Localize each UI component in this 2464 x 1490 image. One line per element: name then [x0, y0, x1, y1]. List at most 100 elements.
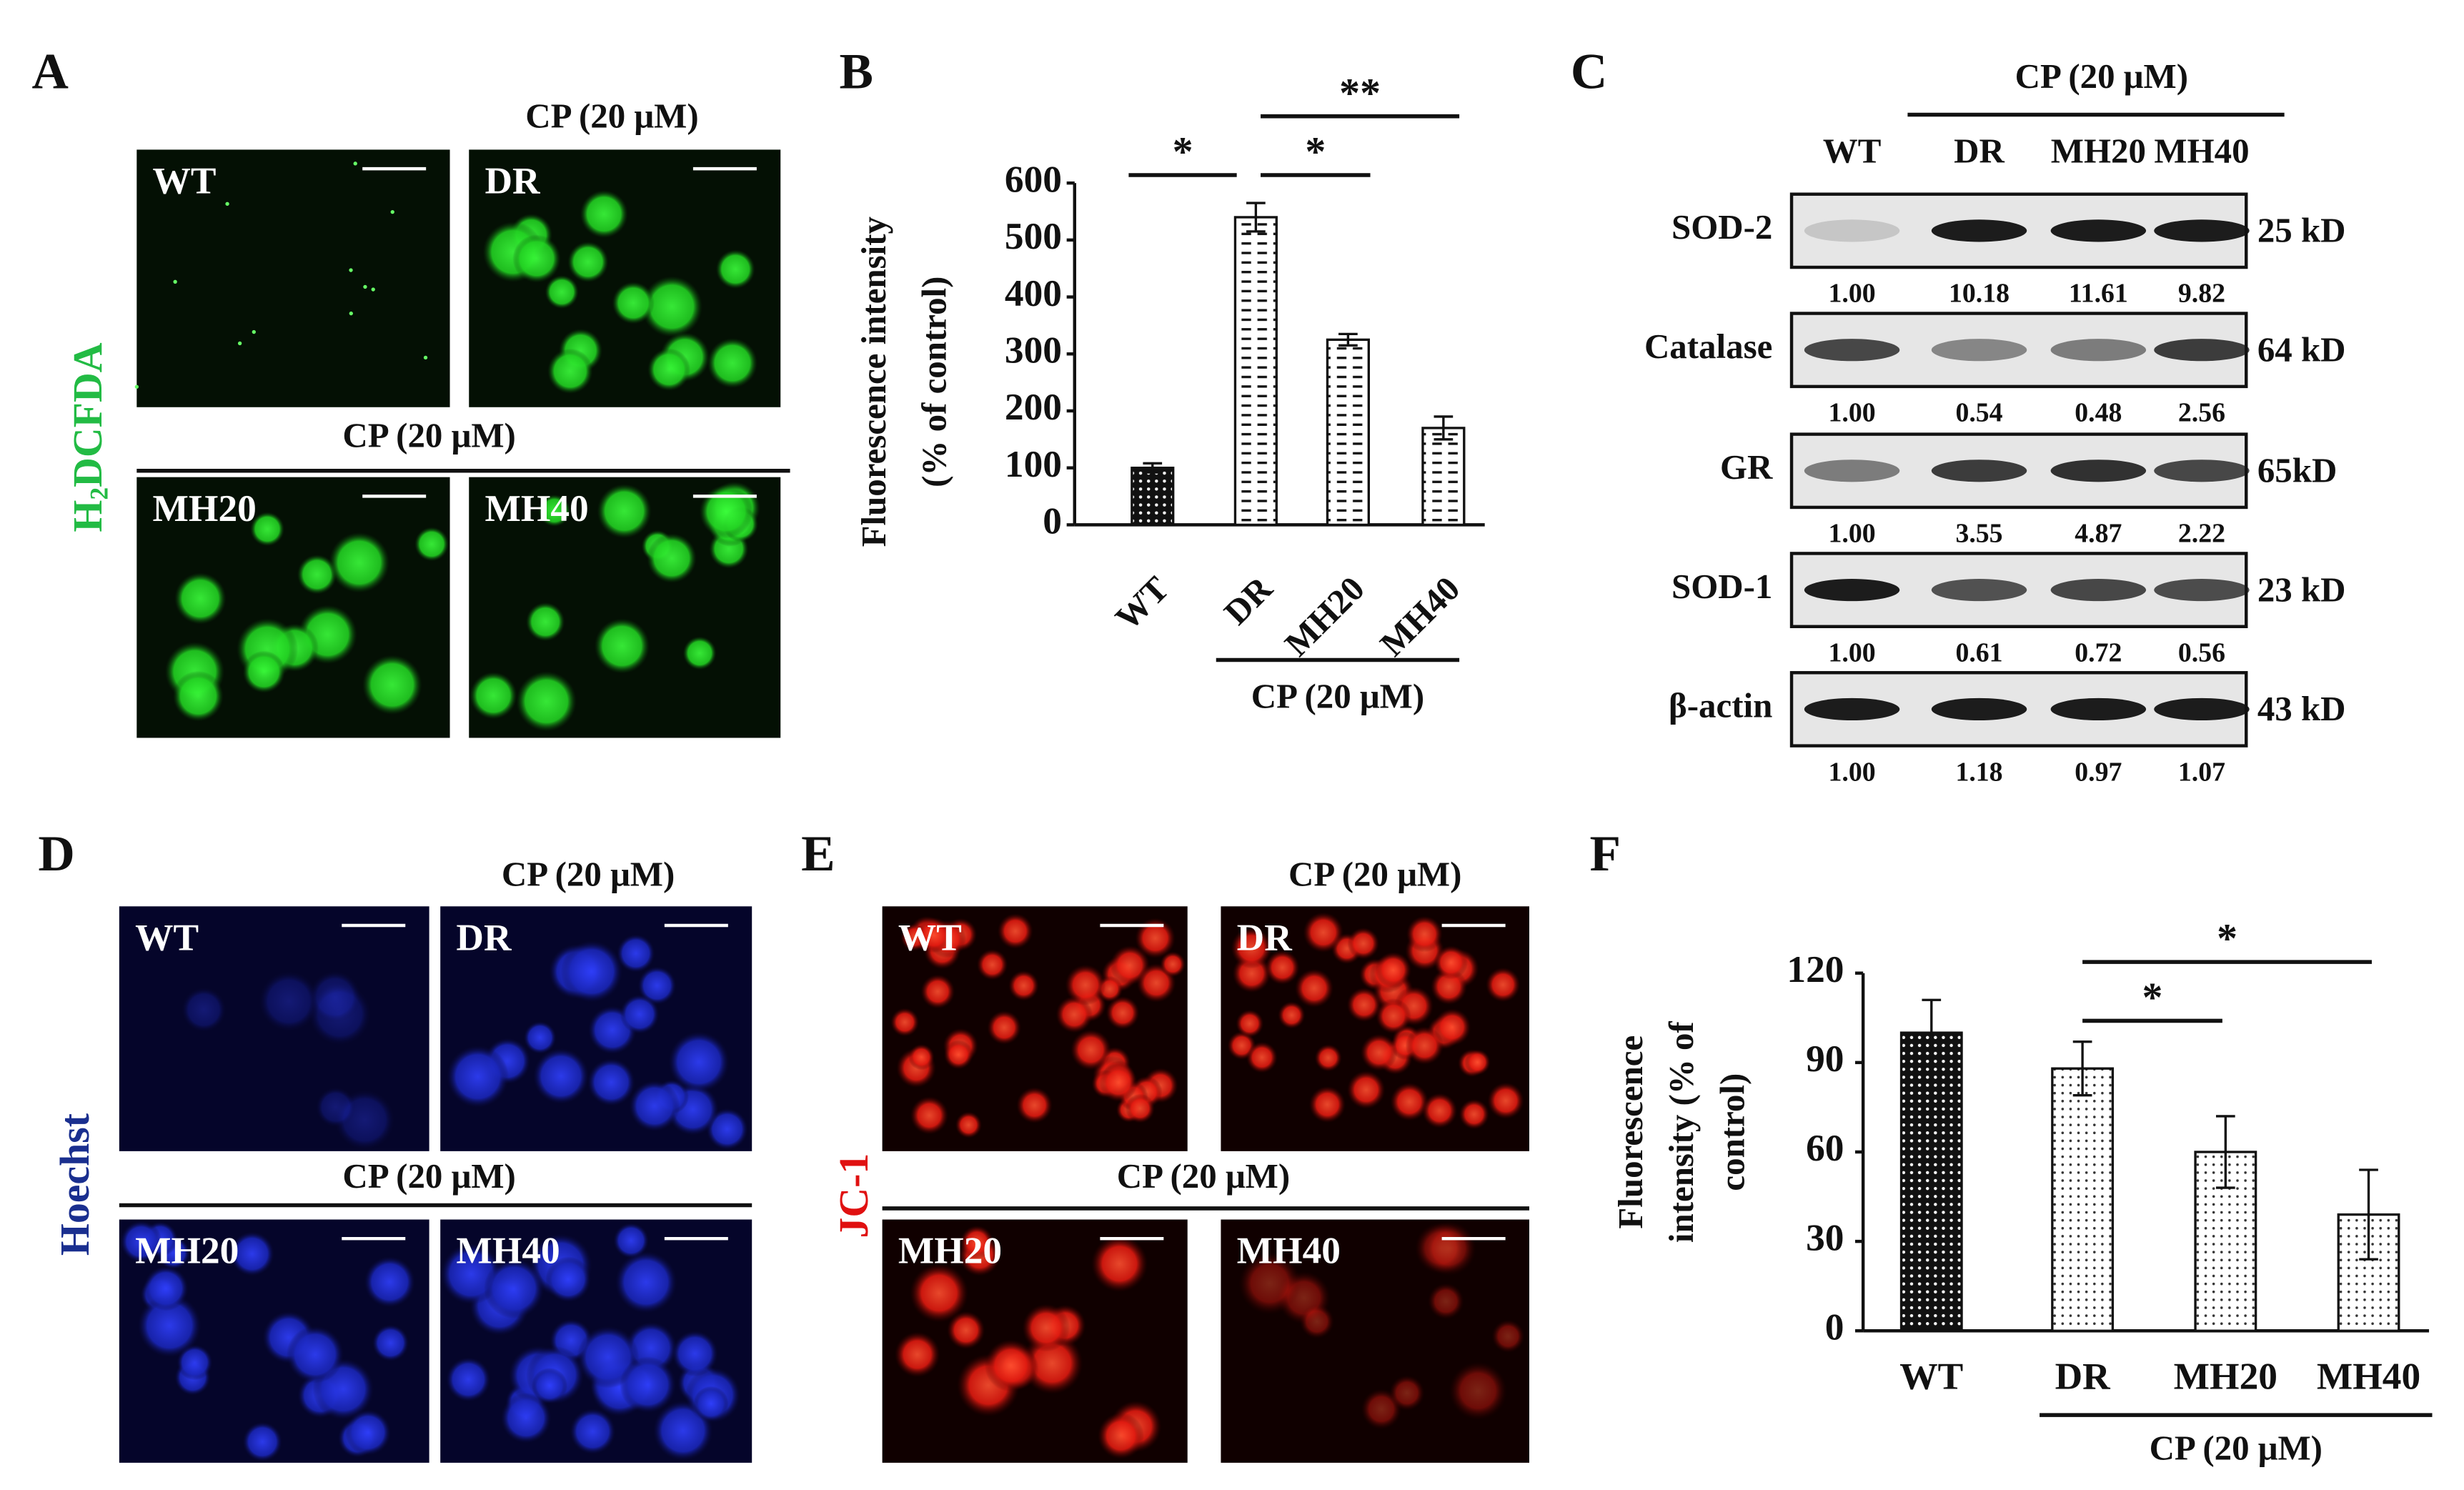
cell	[620, 994, 660, 1034]
cell	[890, 1008, 920, 1037]
image-label: MH40	[1237, 1229, 1341, 1272]
cell	[174, 572, 227, 625]
micrograph: DR	[1221, 906, 1529, 1151]
cell	[345, 1409, 391, 1456]
treatment-label: CP (20 μM)	[1288, 854, 1461, 893]
cell	[512, 234, 561, 283]
error-bar	[2072, 1040, 2092, 1097]
cell	[1346, 1071, 1386, 1109]
cell	[1491, 1319, 1525, 1353]
lane-label: MH20	[2051, 131, 2146, 170]
y-tick-label: 600	[1005, 157, 1062, 200]
cell	[1421, 1093, 1458, 1128]
cell	[120, 1221, 162, 1263]
speck	[237, 341, 242, 346]
blot-band	[2154, 697, 2250, 721]
blot-band	[2154, 460, 2250, 482]
cell	[707, 338, 758, 389]
size-label: 43 kD	[2257, 689, 2346, 728]
blot-band	[2050, 697, 2147, 721]
micrograph: MH40	[469, 477, 781, 738]
cell	[560, 940, 623, 1003]
ratio-label: 0.54	[1955, 398, 2002, 428]
protein-label: GR	[1720, 447, 1773, 487]
cell	[984, 1339, 1038, 1392]
cell	[1135, 918, 1176, 959]
cell	[587, 1058, 635, 1106]
cell	[523, 1021, 557, 1054]
stain-label-part: H	[64, 500, 111, 532]
stain-label-part: JC-1	[831, 1153, 878, 1238]
blot-band	[1804, 219, 1900, 242]
cell	[286, 1326, 344, 1384]
y-tick-label: 500	[1005, 214, 1062, 257]
ratio-label: 4.87	[2075, 519, 2122, 549]
cell	[1303, 912, 1344, 953]
cell	[516, 671, 577, 732]
blot-band	[1804, 460, 1900, 482]
cell	[647, 348, 690, 392]
treatment-label: CP (20 μM)	[342, 1156, 515, 1196]
y-tick-label: 90	[1806, 1037, 1844, 1080]
blot-band	[1804, 697, 1900, 721]
panel-letter: F	[1590, 826, 1621, 882]
blot-band	[2050, 339, 2147, 362]
cell	[693, 1386, 729, 1421]
cell	[955, 1111, 983, 1138]
cell	[545, 1256, 592, 1303]
micrograph-bg	[136, 149, 450, 407]
cell	[470, 672, 517, 720]
cell	[177, 1344, 213, 1381]
cell	[637, 966, 677, 1005]
stain-label: Hoechst	[51, 1113, 98, 1256]
significance-label: *	[2142, 974, 2163, 1020]
x-tick-label: WT	[1899, 1354, 1963, 1397]
blot-band	[1931, 460, 2027, 482]
cell	[947, 1311, 985, 1350]
cell	[297, 555, 337, 595]
cell	[242, 650, 285, 693]
cell	[617, 934, 655, 973]
blot-band	[1931, 579, 2027, 602]
y-axis-label: Fluorescence	[1611, 1035, 1650, 1229]
error-bar	[2359, 1168, 2378, 1261]
cell	[619, 1356, 677, 1414]
error-bar	[1434, 415, 1454, 441]
lane-label: MH40	[2154, 131, 2249, 170]
image-label: WT	[153, 159, 217, 202]
micrograph: MH40	[440, 1219, 752, 1463]
speck	[353, 162, 357, 166]
cell	[1065, 964, 1106, 1005]
group-label: CP (20 μM)	[1251, 676, 1424, 715]
size-label: 65kD	[2257, 450, 2337, 490]
y-axis-label: (% of control)	[915, 277, 954, 487]
cell	[1346, 987, 1381, 1023]
ratio-label: 1.00	[1828, 279, 1875, 309]
cell	[615, 1251, 677, 1313]
cell	[1294, 968, 1334, 1008]
stain-label-part: Hoechst	[51, 1113, 98, 1256]
panel-letter: C	[1571, 44, 1607, 99]
cell	[137, 1293, 202, 1358]
blot-band	[2154, 579, 2250, 602]
speck	[173, 279, 177, 284]
cell	[1022, 1303, 1070, 1352]
cell	[532, 1048, 590, 1104]
image-label: DR	[456, 915, 512, 958]
treatment-label: CP (20 μM)	[502, 854, 675, 893]
cell	[484, 1258, 545, 1319]
image-label: MH20	[135, 1229, 239, 1272]
cell	[920, 974, 955, 1009]
micrograph: DR	[440, 906, 752, 1151]
y-tick-label: 60	[1806, 1126, 1844, 1169]
cell	[414, 527, 449, 562]
ratio-label: 1.07	[2178, 757, 2225, 787]
cell	[1097, 1412, 1145, 1459]
bar	[1233, 216, 1278, 527]
size-label: 23 kD	[2257, 570, 2346, 609]
ratio-label: 0.48	[2075, 398, 2122, 428]
blot-band	[2050, 579, 2147, 602]
panel-letter: E	[801, 826, 835, 882]
micrograph: MH20	[119, 1219, 429, 1463]
treatment-label: CP (20 μM)	[1117, 1156, 1290, 1196]
